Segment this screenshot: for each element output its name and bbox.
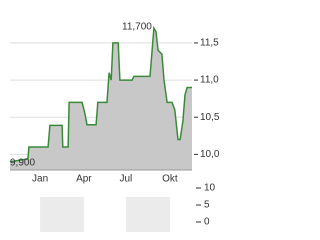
y-tick-label: 5 (204, 200, 210, 211)
quarter-band (125, 197, 170, 232)
x-tick-label: Okt (162, 174, 178, 185)
annotation: 11,700 (122, 22, 152, 33)
y-tick-label: 11,0 (200, 75, 219, 86)
x-tick-label: Jan (32, 174, 48, 185)
chart: 10,0 10,5 11,0 11,5 Jan Apr Jul Okt 11,700 9,900 0… (9, 22, 220, 232)
y-tick-label: 10,0 (200, 149, 220, 160)
quarter-band (40, 197, 84, 232)
y-tick-label: 10,5 (200, 112, 220, 123)
x-tick-label: Apr (76, 174, 92, 185)
y-tick-label: 10 (204, 183, 216, 194)
area (10, 28, 192, 170)
annotation: 9,900 (10, 157, 35, 168)
price-line (9, 25, 192, 163)
y-tick-label: 11,5 (200, 38, 219, 49)
x-tick-label: Jul (119, 174, 132, 185)
y-tick-label: 0 (204, 217, 210, 228)
